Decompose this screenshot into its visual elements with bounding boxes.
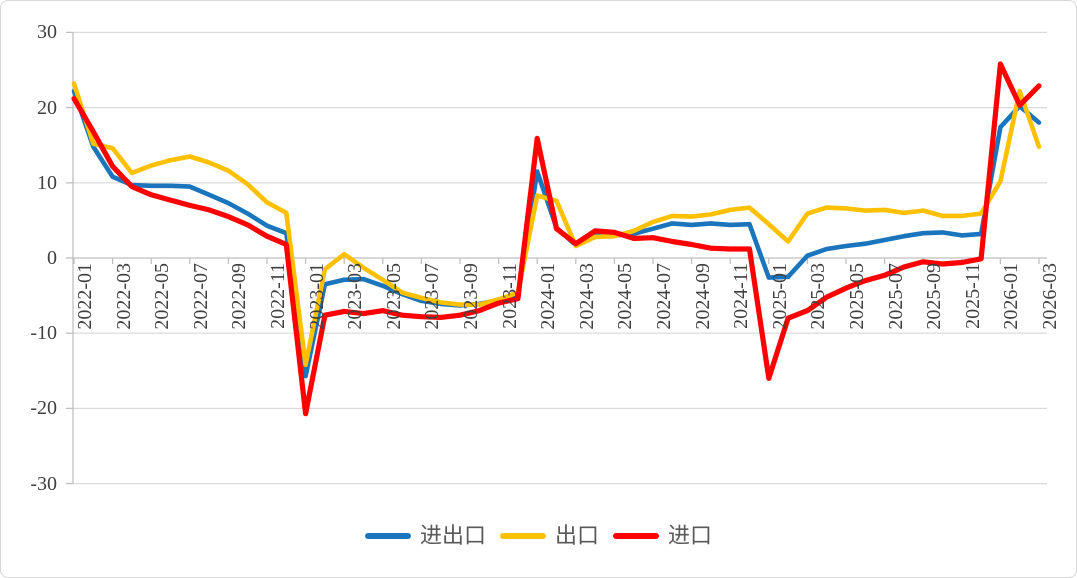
- x-axis-tick-label: 2026-01: [1000, 263, 1023, 330]
- x-axis-tick-label: 2023-05: [382, 263, 405, 330]
- x-axis-tick-label: 2024-03: [575, 263, 598, 330]
- x-axis-tick-label: 2024-05: [614, 263, 637, 330]
- y-axis-tick-label: 0: [47, 247, 57, 269]
- y-axis-tick-label: 20: [37, 96, 57, 119]
- legend: 进出口 出口 进口: [1, 523, 1076, 549]
- x-axis-tick-label: 2023-11: [498, 263, 521, 329]
- y-axis-tick-label: -10: [30, 322, 57, 345]
- x-axis-tick-label: 2023-03: [344, 263, 367, 330]
- x-axis-tick-label: 2024-07: [653, 263, 675, 330]
- legend-swatch-imports: [613, 533, 659, 539]
- axes: [66, 31, 1047, 485]
- legend-swatch-imports-exports: [364, 533, 411, 539]
- line-imports: [71, 61, 1042, 417]
- series-lines: [71, 61, 1042, 417]
- y-axis-tick-label: 10: [37, 171, 57, 194]
- gridlines: [73, 31, 1047, 485]
- x-axis-tick-label: 2022-05: [151, 263, 174, 330]
- y-axis-tick-label: -30: [30, 472, 57, 495]
- x-axis-tick-label: 2024-01: [537, 263, 560, 330]
- x-axis-tick-label: 2023-09: [460, 263, 482, 330]
- legend-item-exports: 出口: [499, 523, 599, 549]
- y-axis-tick-label: 30: [37, 21, 57, 44]
- x-axis-tick-label: 2022-01: [74, 263, 96, 330]
- x-axis-tick-label: 2026-03: [1039, 263, 1061, 330]
- x-axis-tick-label: 2025-11: [961, 263, 984, 329]
- x-axis-tick-label: 2025-03: [807, 263, 830, 330]
- line-exports: [71, 81, 1042, 368]
- legend-item-imports-exports: 进出口: [364, 523, 486, 549]
- legend-label-imports-exports: 进出口: [419, 523, 486, 548]
- x-axis-tick-label: 2024-11: [730, 263, 753, 329]
- x-axis-tick-label: 2025-09: [923, 263, 946, 330]
- x-axis-tick-label: 2022-03: [112, 263, 135, 330]
- x-axis-tick-label: 2025-01: [768, 263, 791, 330]
- x-axis-tick-label: 2025-07: [884, 263, 907, 330]
- legend-label-imports: 进口: [668, 523, 713, 548]
- x-axis-tick-label: 2023-01: [305, 263, 328, 330]
- legend-item-imports: 进口: [613, 523, 712, 549]
- x-axis-tick-label: 2023-07: [421, 263, 444, 330]
- y-axis-tick-label: -20: [30, 397, 57, 420]
- x-axis-tick-label: 2022-09: [228, 263, 251, 330]
- legend-swatch-exports: [499, 533, 546, 539]
- legend-label-exports: 出口: [554, 523, 599, 548]
- x-axis-tick-label: 2025-05: [846, 263, 868, 330]
- x-axis-tick-label: 2022-11: [267, 263, 289, 329]
- x-axis-tick-label: 2022-07: [189, 263, 212, 330]
- x-axis-tick-label: 2024-09: [691, 263, 714, 330]
